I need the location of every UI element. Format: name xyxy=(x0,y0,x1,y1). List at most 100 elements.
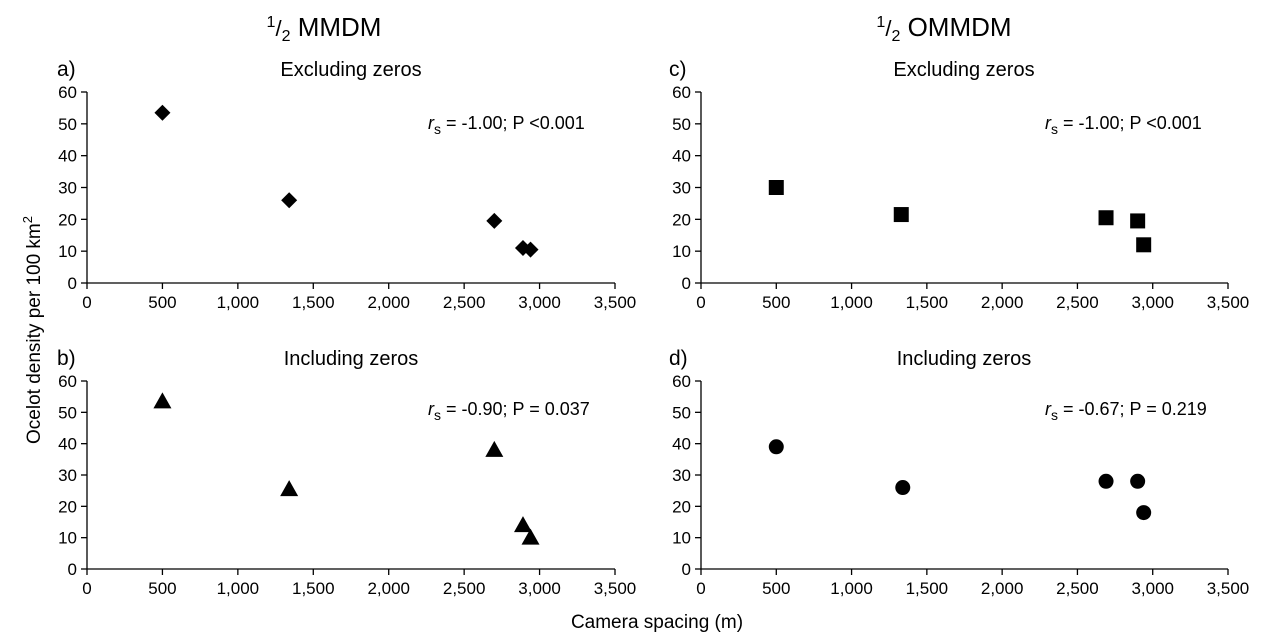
circle-marker-d xyxy=(1098,473,1114,489)
triangle-marker-b xyxy=(521,528,540,545)
y-tick-label-a: 50 xyxy=(58,115,77,134)
y-tick-label-c: 30 xyxy=(672,179,691,198)
y-tick-label-a: 20 xyxy=(58,210,77,229)
x-tick-label-b: 0 xyxy=(82,579,91,598)
y-axis-title-sup: 2 xyxy=(20,216,35,223)
diamond-marker-a xyxy=(154,104,171,121)
x-tick-label-d: 1,500 xyxy=(906,579,949,598)
diamond-marker-a xyxy=(281,192,298,209)
x-tick-label-c: 0 xyxy=(696,293,705,312)
panel-label-c: c) xyxy=(669,58,687,81)
y-tick-label-b: 50 xyxy=(58,403,77,422)
circle-marker-d xyxy=(895,480,911,496)
x-tick-label-b: 2,500 xyxy=(443,579,486,598)
diamond-marker-a xyxy=(522,241,539,258)
square-marker-c xyxy=(1136,237,1152,253)
y-tick-label-c: 10 xyxy=(672,242,691,261)
x-tick-label-b: 1,500 xyxy=(292,579,335,598)
y-tick-label-b: 30 xyxy=(58,466,77,485)
panel-title-c: Excluding zeros xyxy=(893,59,1034,81)
circle-marker-d xyxy=(1136,505,1152,521)
x-tick-label-c: 2,500 xyxy=(1056,293,1099,312)
column-title-mmdm-text: MMDM xyxy=(290,12,381,42)
x-tick-label-c: 500 xyxy=(762,293,790,312)
x-tick-label-d: 3,500 xyxy=(1207,579,1250,598)
y-axis-title: Ocelot density per 100 km2 xyxy=(20,216,45,444)
panel-label-a: a) xyxy=(57,58,76,81)
y-axis-title-main: Ocelot density per 100 km xyxy=(24,223,45,444)
x-tick-label-b: 3,000 xyxy=(518,579,561,598)
y-tick-label-b: 0 xyxy=(68,560,77,579)
x-tick-label-c: 1,500 xyxy=(906,293,949,312)
panel-title-a: Excluding zeros xyxy=(280,59,421,81)
y-tick-label-a: 40 xyxy=(58,147,77,166)
panel-label-b: b) xyxy=(57,347,76,370)
x-tick-label-d: 3,000 xyxy=(1131,579,1174,598)
column-title-ommdm: 1/2 OMMDM xyxy=(876,12,1011,45)
x-tick-label-b: 2,000 xyxy=(367,579,410,598)
y-tick-label-c: 40 xyxy=(672,147,691,166)
diamond-marker-a xyxy=(486,212,503,229)
square-marker-c xyxy=(1098,210,1114,226)
stat-annotation-d: rs = -0.67; P = 0.219 xyxy=(1045,399,1207,423)
triangle-marker-b xyxy=(153,392,172,409)
panel-title-d: Including zeros xyxy=(897,348,1032,370)
y-tick-label-a: 60 xyxy=(58,83,77,102)
y-tick-label-c: 60 xyxy=(672,83,691,102)
x-tick-label-a: 2,500 xyxy=(443,293,486,312)
column-title-mmdm-sub: 2 xyxy=(282,28,291,45)
column-title-ommdm-sub: 2 xyxy=(891,28,900,45)
y-tick-label-c: 50 xyxy=(672,115,691,134)
x-tick-label-a: 3,000 xyxy=(518,293,561,312)
panel-d: d) Including zeros 0 10 20 30 40 50 60 0 500 1,000 1… xyxy=(669,347,1249,598)
column-title-ommdm-text: OMMDM xyxy=(900,12,1011,42)
y-tick-label-c: 0 xyxy=(682,274,691,293)
y-tick-label-d: 10 xyxy=(672,529,691,548)
panel-c: c) Excluding zeros 0 10 20 30 40 50 60 0 500 1,000 1… xyxy=(669,58,1249,312)
y-tick-label-b: 60 xyxy=(58,372,77,391)
square-marker-c xyxy=(1130,213,1146,229)
stat-annotation-a: rs = -1.00; P <0.001 xyxy=(428,113,585,137)
triangle-marker-b xyxy=(513,516,532,533)
stat-annotation-b: rs = -0.90; P = 0.037 xyxy=(428,399,590,423)
panel-label-d: d) xyxy=(669,347,688,370)
x-tick-label-c: 3,500 xyxy=(1207,293,1250,312)
circle-marker-d xyxy=(768,439,784,455)
x-tick-label-a: 2,000 xyxy=(367,293,410,312)
stat-annotation-c: rs = -1.00; P <0.001 xyxy=(1045,113,1202,137)
y-tick-label-d: 40 xyxy=(672,435,691,454)
y-tick-label-d: 0 xyxy=(682,560,691,579)
y-tick-label-b: 40 xyxy=(58,435,77,454)
x-tick-label-a: 1,000 xyxy=(217,293,260,312)
y-tick-label-c: 20 xyxy=(672,210,691,229)
panel-title-b: Including zeros xyxy=(284,348,419,370)
x-tick-label-d: 2,000 xyxy=(981,579,1024,598)
x-tick-label-a: 0 xyxy=(82,293,91,312)
square-marker-c xyxy=(768,180,784,195)
y-tick-label-b: 10 xyxy=(58,529,77,548)
x-tick-label-a: 1,500 xyxy=(292,293,335,312)
x-tick-label-a: 3,500 xyxy=(594,293,637,312)
column-title-mmdm-sup: 1 xyxy=(267,14,276,31)
y-tick-label-a: 30 xyxy=(58,179,77,198)
y-tick-label-d: 30 xyxy=(672,466,691,485)
x-tick-label-c: 1,000 xyxy=(830,293,873,312)
y-tick-label-a: 0 xyxy=(68,274,77,293)
x-tick-label-b: 500 xyxy=(148,579,176,598)
square-marker-c xyxy=(893,207,909,223)
x-tick-label-a: 500 xyxy=(148,293,176,312)
x-tick-label-d: 0 xyxy=(696,579,705,598)
column-title-ommdm-sup: 1 xyxy=(876,14,885,31)
x-tick-label-b: 3,500 xyxy=(594,579,637,598)
x-tick-label-c: 3,000 xyxy=(1131,293,1174,312)
x-tick-label-d: 500 xyxy=(762,579,790,598)
triangle-marker-b xyxy=(485,440,504,457)
x-axis-title: Camera spacing (m) xyxy=(571,612,743,633)
panel-b: b) Including zeros 0 10 20 30 40 50 60 0 500 1,000 1… xyxy=(57,347,636,598)
panel-a: a) Excluding zeros 0 10 20 30 40 50 60 0 500 1,000 1… xyxy=(57,58,636,312)
y-tick-label-d: 50 xyxy=(672,403,691,422)
circle-marker-d xyxy=(1130,473,1146,489)
y-tick-label-a: 10 xyxy=(58,242,77,261)
x-tick-label-b: 1,000 xyxy=(217,579,260,598)
